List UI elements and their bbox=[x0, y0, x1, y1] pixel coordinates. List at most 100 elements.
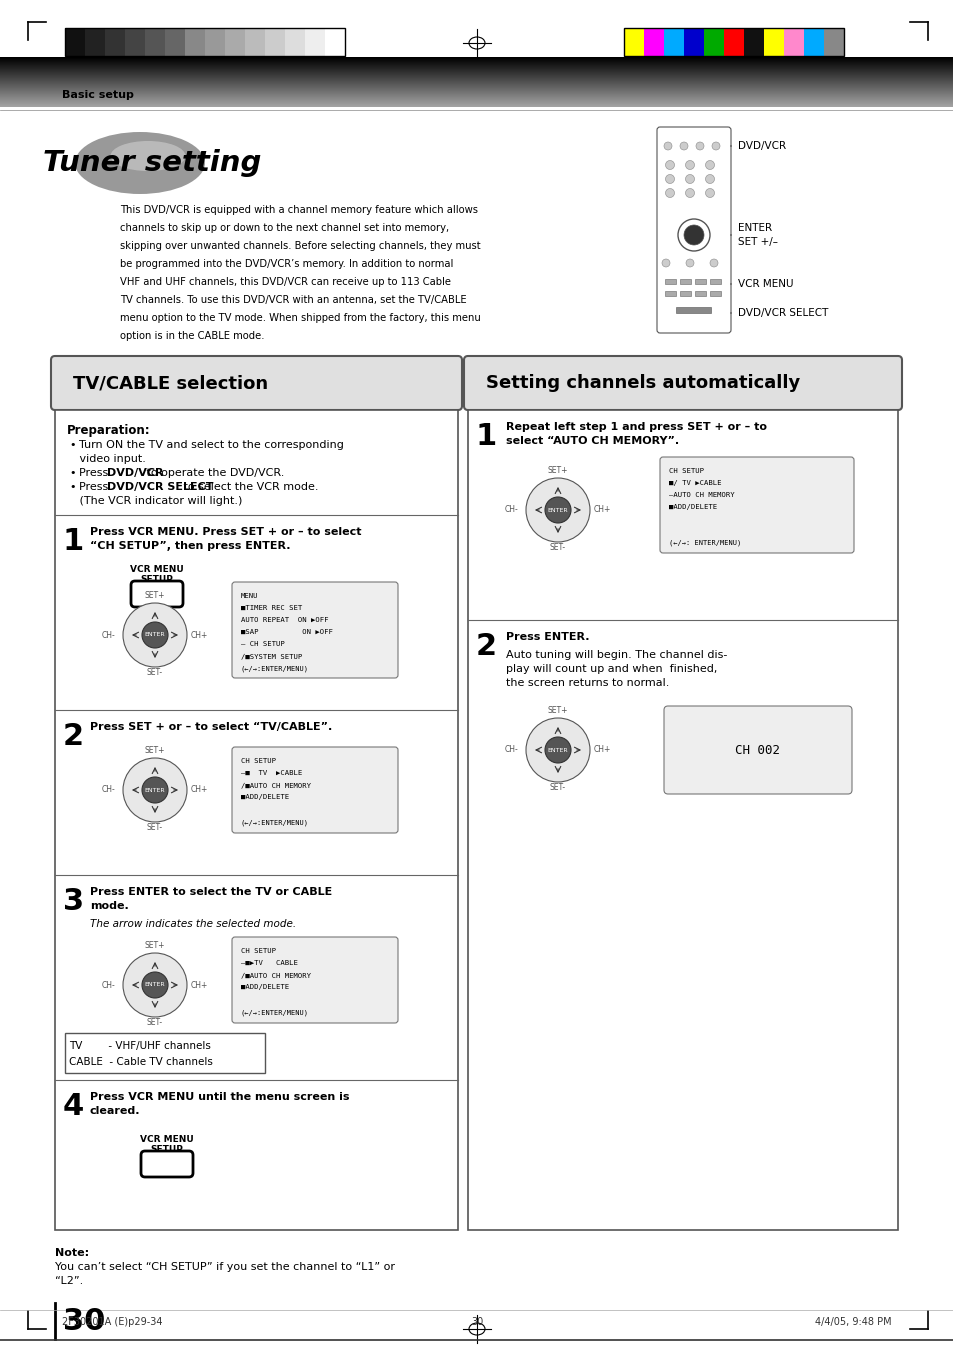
Text: ENTER: ENTER bbox=[145, 982, 165, 988]
Text: skipping over unwanted channels. Before selecting channels, they must: skipping over unwanted channels. Before … bbox=[120, 240, 480, 251]
Text: AUTO REPEAT  ON ▶OFF: AUTO REPEAT ON ▶OFF bbox=[241, 617, 328, 623]
Bar bbox=[723, 28, 743, 55]
Text: CH+: CH+ bbox=[594, 505, 611, 515]
Text: ■ADD/DELETE: ■ADD/DELETE bbox=[668, 504, 717, 509]
Text: CH+: CH+ bbox=[191, 785, 208, 794]
Bar bbox=[148, 763, 162, 777]
Text: channels to skip up or down to the next channel set into memory,: channels to skip up or down to the next … bbox=[120, 223, 449, 232]
Circle shape bbox=[705, 189, 714, 197]
Text: CH-: CH- bbox=[101, 981, 115, 989]
Text: cleared.: cleared. bbox=[90, 1106, 140, 1116]
Bar bbox=[165, 28, 185, 55]
Circle shape bbox=[665, 161, 674, 169]
Text: –AUTO CH MEMORY: –AUTO CH MEMORY bbox=[668, 492, 734, 499]
Bar bbox=[803, 28, 823, 55]
Text: Preparation:: Preparation: bbox=[67, 424, 151, 436]
Bar bbox=[55, 409, 457, 1229]
Text: Press ENTER to select the TV or CABLE: Press ENTER to select the TV or CABLE bbox=[90, 888, 332, 897]
Text: SET +/–: SET +/– bbox=[738, 236, 778, 247]
Text: SET+: SET+ bbox=[547, 466, 568, 476]
Bar bbox=[148, 958, 162, 971]
Bar bbox=[695, 290, 705, 296]
Circle shape bbox=[709, 259, 718, 267]
Text: TV        - VHF/UHF channels: TV - VHF/UHF channels bbox=[69, 1042, 211, 1051]
Bar bbox=[531, 503, 544, 517]
Text: –■▶TV   CABLE: –■▶TV CABLE bbox=[241, 961, 297, 966]
Text: 3: 3 bbox=[63, 888, 84, 916]
Circle shape bbox=[705, 174, 714, 184]
Bar bbox=[695, 280, 705, 284]
Text: CH-: CH- bbox=[504, 505, 517, 515]
Bar bbox=[664, 280, 676, 284]
Text: ENTER: ENTER bbox=[547, 508, 568, 512]
Text: DVD/VCR: DVD/VCR bbox=[107, 467, 163, 478]
Circle shape bbox=[683, 226, 703, 245]
Text: ■/ TV ▶CABLE: ■/ TV ▶CABLE bbox=[668, 480, 720, 486]
Text: VCR MENU: VCR MENU bbox=[738, 280, 793, 289]
Circle shape bbox=[685, 259, 693, 267]
Text: (The VCR indicator will light.): (The VCR indicator will light.) bbox=[69, 496, 242, 507]
FancyBboxPatch shape bbox=[51, 357, 461, 409]
Bar bbox=[85, 28, 105, 55]
Bar bbox=[205, 28, 225, 55]
Ellipse shape bbox=[111, 141, 185, 172]
Bar bbox=[245, 28, 265, 55]
Text: Press VCR MENU. Press SET + or – to select: Press VCR MENU. Press SET + or – to sele… bbox=[90, 527, 361, 536]
Text: TV/CABLE selection: TV/CABLE selection bbox=[73, 374, 268, 392]
Text: ■SAP          ON ▶OFF: ■SAP ON ▶OFF bbox=[241, 630, 333, 635]
Text: This DVD/VCR is equipped with a channel memory feature which allows: This DVD/VCR is equipped with a channel … bbox=[120, 205, 477, 215]
Circle shape bbox=[705, 161, 714, 169]
Bar bbox=[763, 28, 783, 55]
Text: select “AUTO CH MEMORY”.: select “AUTO CH MEMORY”. bbox=[505, 436, 679, 446]
Bar bbox=[623, 28, 643, 55]
Text: ENTER: ENTER bbox=[738, 223, 771, 232]
Text: Turn ON the TV and select to the corresponding: Turn ON the TV and select to the corresp… bbox=[79, 440, 343, 450]
Text: •: • bbox=[69, 440, 75, 450]
Text: “L2”.: “L2”. bbox=[55, 1275, 83, 1286]
Text: DVD/VCR: DVD/VCR bbox=[738, 141, 785, 151]
Text: ∕■AUTO CH MEMORY: ∕■AUTO CH MEMORY bbox=[241, 782, 311, 788]
Text: VCR MENU: VCR MENU bbox=[140, 1135, 193, 1144]
Text: be programmed into the DVD/VCR’s memory. In addition to normal: be programmed into the DVD/VCR’s memory.… bbox=[120, 259, 453, 269]
Text: SET-: SET- bbox=[147, 667, 163, 677]
Bar bbox=[664, 290, 676, 296]
Bar bbox=[325, 28, 345, 55]
Bar bbox=[265, 28, 285, 55]
Bar bbox=[65, 28, 345, 55]
Text: (←/→:ENTER/MENU): (←/→:ENTER/MENU) bbox=[241, 1011, 309, 1016]
Bar bbox=[128, 784, 142, 797]
Text: Press: Press bbox=[79, 467, 112, 478]
Text: ■ADD/DELETE: ■ADD/DELETE bbox=[241, 794, 289, 800]
Text: CH+: CH+ bbox=[191, 631, 208, 639]
Text: SET-: SET- bbox=[549, 784, 565, 792]
Text: CH SETUP: CH SETUP bbox=[668, 467, 703, 474]
Text: SET-: SET- bbox=[549, 543, 565, 553]
Bar bbox=[676, 307, 710, 313]
Text: option is in the CABLE mode.: option is in the CABLE mode. bbox=[120, 331, 264, 340]
Circle shape bbox=[685, 161, 694, 169]
FancyBboxPatch shape bbox=[657, 127, 730, 332]
Text: (←/→:ENTER/MENU): (←/→:ENTER/MENU) bbox=[241, 665, 309, 671]
Text: to select the VCR mode.: to select the VCR mode. bbox=[179, 482, 318, 492]
Text: Press VCR MENU until the menu screen is: Press VCR MENU until the menu screen is bbox=[90, 1092, 349, 1102]
Text: •: • bbox=[69, 467, 75, 478]
Circle shape bbox=[678, 219, 709, 251]
Circle shape bbox=[544, 497, 571, 523]
Text: Note:: Note: bbox=[55, 1248, 89, 1258]
Bar bbox=[125, 28, 145, 55]
Text: VHF and UHF channels, this DVD/VCR can receive up to 113 Cable: VHF and UHF channels, this DVD/VCR can r… bbox=[120, 277, 451, 286]
Circle shape bbox=[142, 971, 168, 998]
Text: You can’t select “CH SETUP” if you set the channel to “L1” or: You can’t select “CH SETUP” if you set t… bbox=[55, 1262, 395, 1273]
Bar bbox=[468, 409, 897, 1229]
Text: SET+: SET+ bbox=[145, 746, 165, 755]
Bar bbox=[65, 28, 85, 55]
Text: CH 002: CH 002 bbox=[735, 743, 780, 757]
Text: (←/→:ENTER/MENU): (←/→:ENTER/MENU) bbox=[241, 820, 309, 827]
Text: SET-: SET- bbox=[147, 1019, 163, 1027]
Text: Press SET + or – to select “TV/CABLE”.: Press SET + or – to select “TV/CABLE”. bbox=[90, 721, 332, 732]
Text: (←/→: ENTER/MENU): (←/→: ENTER/MENU) bbox=[668, 540, 740, 547]
Text: ENTER: ENTER bbox=[547, 747, 568, 753]
Bar bbox=[623, 28, 843, 55]
Text: 2F30201A (E)p29-34: 2F30201A (E)p29-34 bbox=[62, 1317, 162, 1327]
Bar bbox=[148, 648, 162, 662]
